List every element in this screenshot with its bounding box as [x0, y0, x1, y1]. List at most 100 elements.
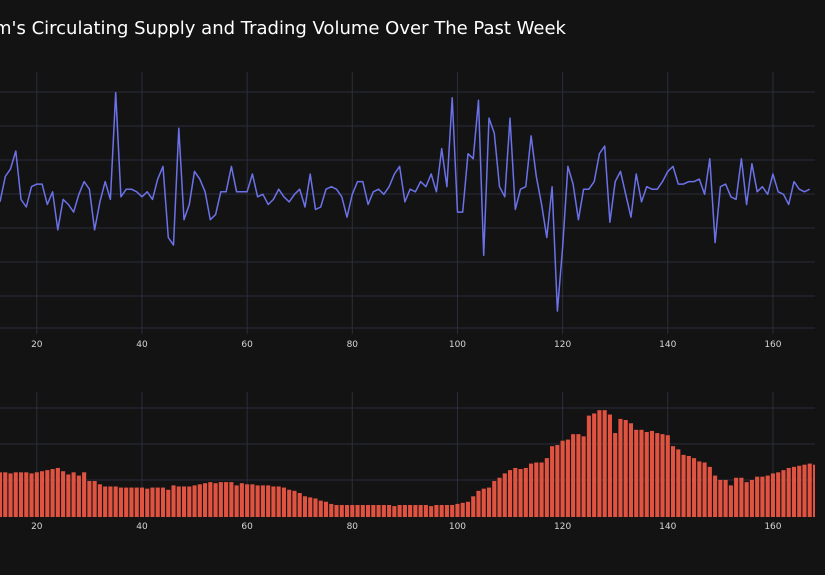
volume-bar — [150, 487, 155, 517]
volume-bar — [781, 470, 786, 517]
volume-bar — [50, 469, 55, 517]
volume-bar — [71, 472, 76, 517]
volume-bar — [770, 473, 775, 517]
x-tick-label: 60 — [241, 522, 253, 532]
volume-bar — [197, 484, 202, 517]
volume-bar — [350, 505, 355, 517]
volume-bar — [765, 475, 770, 517]
volume-bar — [697, 461, 702, 517]
x-tick-label: 40 — [136, 522, 148, 532]
volume-bar — [371, 505, 376, 517]
x-tick-label: 140 — [659, 522, 676, 532]
circulating-supply-panel: 20 40 60 80 100 120 140 160 — [0, 72, 815, 350]
volume-bar — [8, 473, 13, 517]
volume-bar — [534, 462, 539, 517]
volume-bar — [776, 472, 781, 517]
volume-bar — [529, 463, 534, 517]
volume-bar — [313, 498, 318, 517]
volume-bar — [607, 414, 612, 517]
volume-bar — [749, 479, 754, 517]
volume-bar — [408, 505, 413, 517]
volume-bar — [34, 472, 39, 517]
volume-bar — [802, 464, 807, 517]
volume-bar — [660, 434, 665, 517]
volume-bar — [565, 439, 570, 517]
x-tick-label: 160 — [764, 340, 781, 350]
volume-bar — [523, 467, 528, 517]
volume-bar — [323, 501, 329, 517]
volume-bar — [155, 487, 160, 517]
volume-bar — [471, 496, 476, 517]
volume-bar — [229, 482, 234, 517]
volume-bar — [255, 485, 260, 517]
x-tick-label: 120 — [554, 522, 571, 532]
volume-bar — [166, 489, 171, 517]
volume-bar — [355, 505, 360, 517]
volume-bar — [40, 471, 45, 517]
volume-bar — [681, 454, 686, 517]
volume-bar — [66, 474, 71, 517]
volume-bar — [45, 470, 50, 517]
volume-bar — [281, 487, 286, 517]
volume-bar — [581, 436, 586, 517]
volume-bar — [181, 486, 187, 517]
chart-title: m's Circulating Supply and Trading Volum… — [0, 18, 566, 39]
volume-bar — [276, 486, 281, 517]
volume-bar — [676, 449, 681, 517]
volume-bar — [628, 423, 634, 517]
x-tick-label: 100 — [449, 522, 466, 532]
volume-bar — [308, 497, 313, 517]
volume-bar — [450, 505, 455, 517]
volume-bar — [718, 479, 723, 517]
x-tick-label: 140 — [659, 340, 676, 350]
volume-bar — [271, 486, 276, 517]
volume-bar — [139, 487, 145, 517]
volume-bar — [292, 490, 297, 517]
x-tick-label: 20 — [31, 522, 43, 532]
volume-bar — [649, 430, 655, 517]
volume-bar — [329, 503, 334, 517]
volume-bar — [586, 415, 591, 517]
volume-bar — [592, 413, 597, 517]
volume-bar — [734, 477, 739, 517]
volume-bar — [360, 505, 365, 517]
volume-bar — [134, 487, 139, 517]
volume-bar — [486, 487, 492, 517]
volume-bar — [203, 483, 208, 517]
volume-bar — [160, 487, 166, 517]
volume-bar — [334, 505, 339, 517]
volume-bar — [118, 487, 123, 517]
volume-bar — [224, 482, 229, 517]
volume-bar — [434, 505, 439, 517]
volume-bar — [0, 472, 3, 517]
volume-bar — [665, 435, 670, 517]
volume-bar — [613, 433, 618, 517]
volume-bar — [413, 505, 418, 517]
volume-bar — [460, 502, 465, 517]
volume-bar — [297, 493, 302, 517]
volume-bar — [744, 482, 749, 517]
volume-bar — [760, 476, 765, 517]
volume-bar — [260, 485, 265, 517]
volume-bar — [192, 485, 197, 517]
volume-bar — [518, 469, 523, 517]
volume-bar — [423, 505, 428, 517]
volume-bar — [218, 482, 223, 517]
volume-bar — [655, 433, 660, 517]
volume-bar — [266, 485, 271, 517]
volume-bar — [397, 505, 402, 517]
x-tick-label: 120 — [554, 340, 571, 350]
volume-bar — [707, 466, 712, 517]
volume-bar — [644, 431, 649, 517]
volume-bar — [713, 475, 718, 517]
x-tick-label: 60 — [241, 340, 253, 350]
volume-bar — [639, 429, 644, 517]
volume-bar — [318, 500, 323, 517]
volume-bar — [61, 471, 66, 517]
x-tick-label: 80 — [347, 340, 359, 350]
volume-bar — [670, 446, 676, 517]
volume-bar — [113, 486, 118, 517]
volume-bar — [560, 440, 565, 517]
x-tick-label: 20 — [31, 340, 43, 350]
volume-bar — [213, 483, 218, 517]
